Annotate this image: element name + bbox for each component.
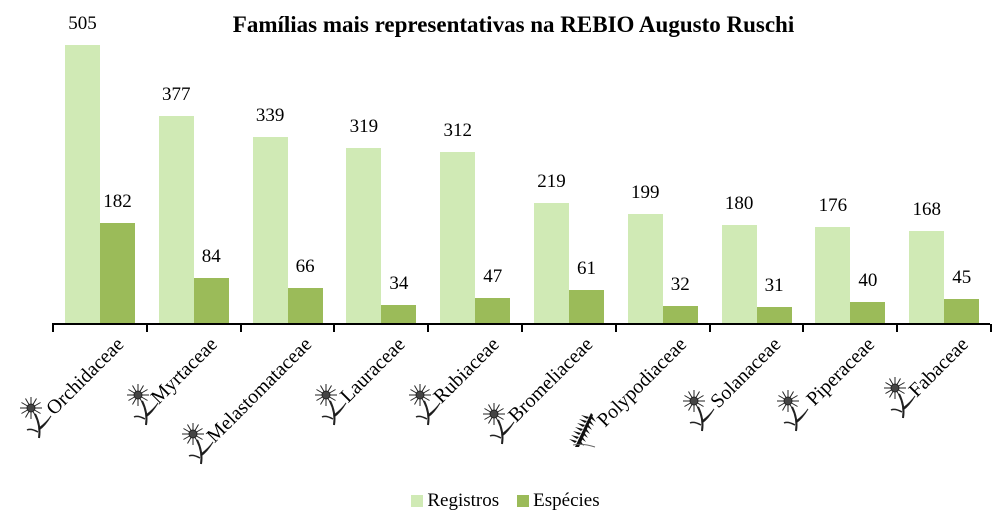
x-tick xyxy=(521,324,523,332)
data-label: 66 xyxy=(295,255,315,277)
bar-registros-melastomataceae xyxy=(252,136,288,324)
data-label: 45 xyxy=(952,267,972,289)
data-label: 34 xyxy=(389,273,409,295)
bar-registros-fabaceae xyxy=(909,231,945,324)
x-tick xyxy=(427,324,430,332)
bar-espcies-polypodiaceae xyxy=(662,306,698,324)
flower-icon xyxy=(181,422,217,471)
legend-label: Espécies xyxy=(533,490,600,511)
data-label: 319 xyxy=(349,115,379,137)
flower-icon xyxy=(19,396,55,445)
bar-registros-rubiaceae xyxy=(440,151,476,324)
bar-espcies-solanaceae xyxy=(756,306,792,324)
x-tick xyxy=(802,324,805,332)
x-tick xyxy=(614,324,617,332)
flower-icon xyxy=(482,402,518,451)
flower-icon xyxy=(314,383,350,432)
flower-icon xyxy=(776,389,812,438)
bar-espcies-melastomataceae xyxy=(287,287,323,324)
category-label-piperaceae: Piperaceae xyxy=(801,333,879,411)
bar-registros-orchidaceae xyxy=(65,45,100,324)
data-label: 168 xyxy=(912,199,941,221)
x-tick xyxy=(896,324,899,332)
x-tick xyxy=(333,324,336,332)
data-label: 312 xyxy=(443,119,472,141)
bar-espcies-rubiaceae xyxy=(475,298,511,324)
bar-registros-bromeliaceae xyxy=(534,203,569,324)
data-label: 505 xyxy=(68,13,97,34)
category-label-polypodiaceae: Polypodiaceae xyxy=(593,333,692,432)
data-label: 176 xyxy=(818,194,848,216)
bar-espcies-fabaceae xyxy=(944,299,980,324)
legend-label: Registros xyxy=(427,490,500,511)
fern-icon xyxy=(569,409,599,454)
data-label: 61 xyxy=(577,258,596,280)
data-label: 47 xyxy=(483,266,503,288)
chart-title: Famílias mais representativas na REBIO A… xyxy=(232,12,795,37)
data-label: 377 xyxy=(162,83,191,105)
data-label: 40 xyxy=(858,269,878,291)
data-label: 180 xyxy=(724,192,754,214)
legend-item-registros: Registros xyxy=(411,490,499,512)
data-label: 31 xyxy=(764,274,784,296)
bar-espcies-orchidaceae xyxy=(100,223,135,324)
x-tick xyxy=(239,324,242,332)
legend-item-especies: Espécies xyxy=(517,490,600,512)
data-label: 182 xyxy=(103,191,132,213)
bar-registros-myrtaceae xyxy=(158,115,194,324)
bar-registros-solanaceae xyxy=(721,224,757,324)
legend-swatch-especies xyxy=(517,495,530,507)
data-label: 84 xyxy=(201,245,221,267)
data-label: 219 xyxy=(537,171,566,192)
x-tick xyxy=(708,324,711,332)
bar-registros-lauraceae xyxy=(346,147,382,324)
data-label: 199 xyxy=(631,182,660,204)
legend: Registros Espécies xyxy=(0,490,997,512)
bar-registros-polypodiaceae xyxy=(627,214,663,324)
legend-swatch-registros xyxy=(411,495,424,507)
x-tick xyxy=(145,324,148,332)
x-tick xyxy=(52,324,54,332)
data-label: 339 xyxy=(255,104,285,126)
bar-espcies-piperaceae xyxy=(850,301,886,324)
bar-registros-piperaceae xyxy=(815,226,851,324)
flower-icon xyxy=(126,383,162,432)
bar-espcies-bromeliaceae xyxy=(569,290,604,324)
flower-icon xyxy=(682,389,718,438)
bar-espcies-myrtaceae xyxy=(193,277,229,324)
data-label: 32 xyxy=(670,274,690,296)
flower-icon xyxy=(883,376,919,425)
x-tick xyxy=(990,324,992,332)
bar-espcies-lauraceae xyxy=(381,305,417,324)
flower-icon xyxy=(408,383,444,432)
